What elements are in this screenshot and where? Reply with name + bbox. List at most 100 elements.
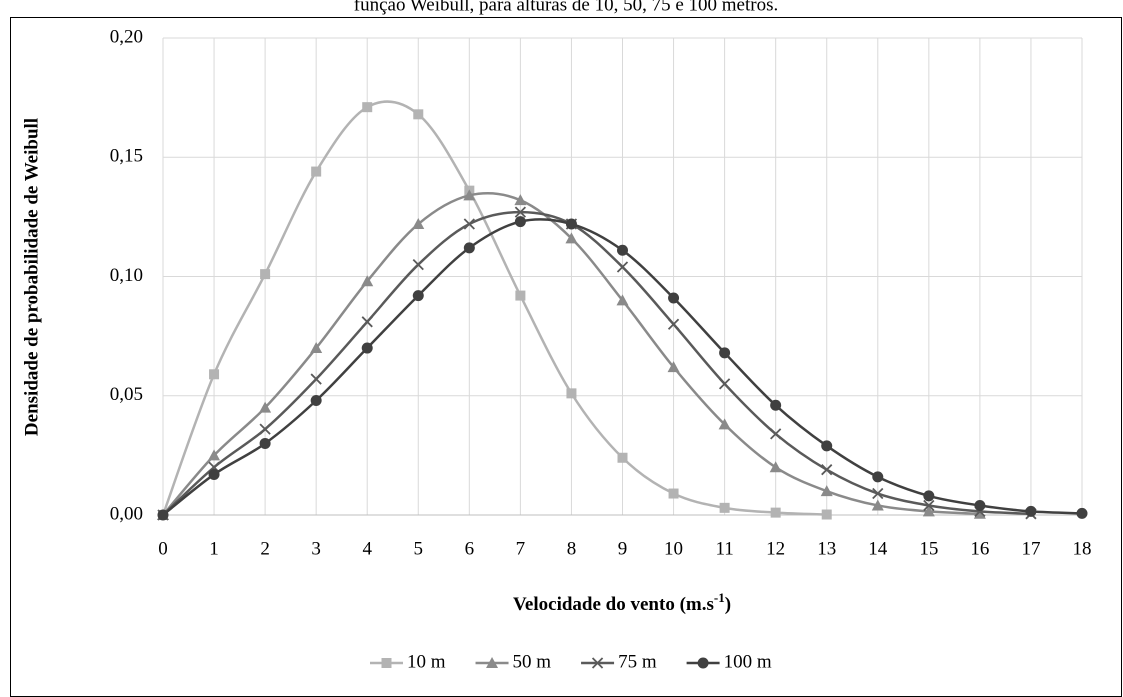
x-tick-label: 2 — [260, 538, 270, 559]
marker — [668, 292, 680, 304]
marker — [381, 658, 392, 668]
marker — [872, 471, 884, 483]
marker — [667, 318, 680, 330]
marker — [923, 499, 935, 512]
marker — [922, 505, 935, 517]
marker — [209, 369, 220, 380]
marker — [486, 657, 499, 668]
marker — [208, 449, 221, 461]
marker — [566, 388, 577, 399]
marker — [871, 499, 884, 511]
x-tick-label: 16 — [970, 538, 989, 559]
marker — [1025, 505, 1037, 517]
marker — [259, 423, 271, 435]
marker — [667, 361, 680, 373]
marker — [591, 657, 604, 669]
series — [157, 216, 1088, 521]
x-tick-label: 8 — [567, 538, 577, 559]
legend-item: 75 m — [581, 651, 657, 672]
x-axis-title-sup: -1 — [714, 590, 725, 605]
x-tick-label: 7 — [516, 538, 526, 559]
x-tick-label: 3 — [311, 538, 321, 559]
marker — [310, 373, 322, 385]
marker — [1076, 507, 1088, 519]
series — [157, 206, 1037, 521]
marker — [973, 507, 986, 519]
legend-item: 50 m — [475, 651, 552, 672]
y-tick-label: 0,20 — [110, 26, 143, 47]
marker — [821, 440, 833, 452]
x-tick-label: 13 — [817, 538, 836, 559]
x-axis-title-end: ) — [725, 594, 731, 615]
marker — [565, 232, 578, 244]
marker — [820, 485, 833, 497]
marker — [770, 507, 781, 518]
y-tick-label: 0,15 — [110, 146, 143, 167]
marker — [362, 102, 373, 113]
marker — [770, 428, 782, 440]
marker — [668, 488, 679, 499]
marker — [617, 452, 628, 463]
marker — [310, 342, 323, 354]
x-axis-title-main: Velocidade do vento (m.s — [513, 594, 714, 615]
x-tick-label: 18 — [1073, 538, 1092, 559]
series-line — [161, 100, 827, 516]
marker — [514, 194, 527, 206]
marker — [718, 378, 731, 390]
marker — [413, 109, 424, 120]
y-tick-label: 0,00 — [110, 503, 143, 524]
marker — [565, 218, 577, 230]
marker — [361, 275, 374, 287]
marker — [514, 206, 527, 218]
marker — [463, 218, 475, 230]
legend-item: 100 m — [686, 651, 772, 672]
legend-label: 100 m — [724, 651, 772, 672]
y-tick-label: 0,10 — [110, 265, 143, 286]
x-tick-label: 6 — [465, 538, 475, 559]
legend-label: 10 m — [407, 651, 446, 672]
marker — [616, 261, 629, 273]
marker — [157, 509, 169, 521]
marker — [923, 490, 935, 502]
marker — [259, 401, 272, 413]
x-tick-label: 15 — [919, 538, 938, 559]
marker — [719, 347, 731, 359]
marker — [412, 258, 424, 271]
marker — [260, 269, 271, 280]
y-tick-label: 0,05 — [110, 384, 143, 405]
x-tick-label: 14 — [868, 538, 888, 559]
x-tick-label: 9 — [618, 538, 628, 559]
series-line — [162, 210, 1031, 516]
marker — [872, 487, 884, 500]
marker — [974, 499, 986, 511]
marker — [310, 395, 322, 407]
marker — [412, 218, 425, 230]
marker — [770, 399, 782, 411]
marker — [617, 244, 628, 256]
marker — [259, 437, 271, 449]
series — [158, 100, 832, 520]
marker — [821, 509, 832, 520]
marker — [718, 418, 731, 430]
y-axis-title: Densidade de probabilidade de Weibull — [21, 118, 42, 436]
marker — [463, 242, 475, 254]
marker — [361, 316, 373, 328]
chart-title: função Weibull, para alturas de 10, 50, … — [354, 0, 778, 15]
marker — [208, 468, 220, 480]
marker — [719, 502, 730, 513]
marker — [463, 189, 476, 201]
x-tick-label: 10 — [664, 538, 683, 559]
marker — [769, 461, 782, 473]
x-tick-label: 0 — [158, 538, 168, 559]
marker — [311, 166, 322, 177]
marker — [616, 294, 629, 306]
marker — [514, 216, 526, 228]
x-axis-title: Velocidade do vento (m.s-1) — [513, 590, 731, 615]
legend-label: 50 m — [513, 651, 552, 672]
marker — [361, 342, 373, 354]
x-tick-label: 4 — [362, 538, 372, 559]
marker — [697, 657, 709, 669]
x-tick-label: 12 — [766, 538, 785, 559]
